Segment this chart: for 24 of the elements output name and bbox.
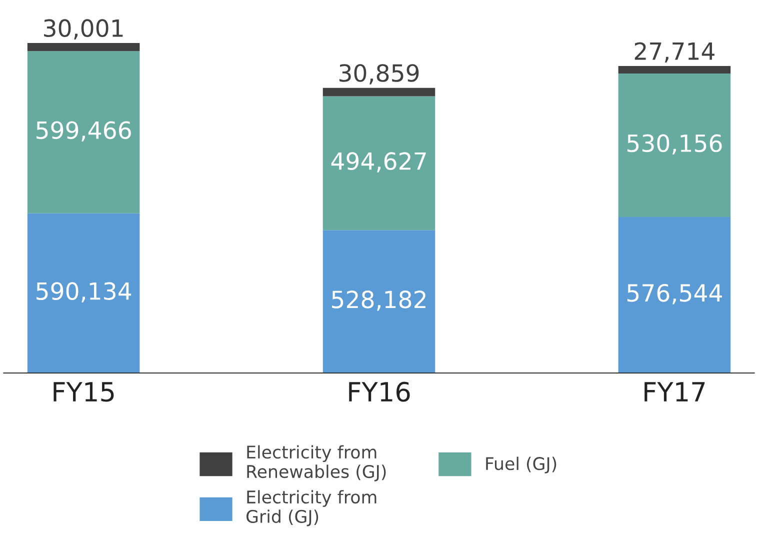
- data-label: 27,714: [634, 42, 714, 62]
- x-tick-label: FY15: [54, 382, 114, 402]
- bar: [27, 213, 140, 373]
- legend-label: Fuel (GJ): [486, 456, 556, 474]
- data-label: 30,001: [44, 19, 123, 40]
- data-label: 530,156: [627, 134, 722, 155]
- bar: [618, 217, 731, 373]
- bar: [27, 43, 140, 52]
- bar: [322, 96, 436, 230]
- data-label: 528,182: [332, 290, 426, 311]
- x-tick-label: FY16: [349, 382, 410, 402]
- bar: [322, 88, 436, 96]
- data-label: 590,134: [36, 282, 132, 302]
- data-label: 30,859: [339, 64, 419, 84]
- x-tick-label: FY17: [644, 382, 705, 402]
- bar: [618, 66, 731, 74]
- bar: [322, 230, 436, 373]
- data-label: 576,544: [627, 284, 722, 304]
- bar: [618, 74, 731, 217]
- data-label: 599,466: [36, 121, 131, 142]
- legend-label: Electricity from Renewables (GJ): [247, 445, 386, 482]
- legend-label: Electricity from Grid (GJ): [246, 490, 376, 526]
- bar: [27, 51, 140, 214]
- data-label: 494,627: [331, 152, 426, 172]
